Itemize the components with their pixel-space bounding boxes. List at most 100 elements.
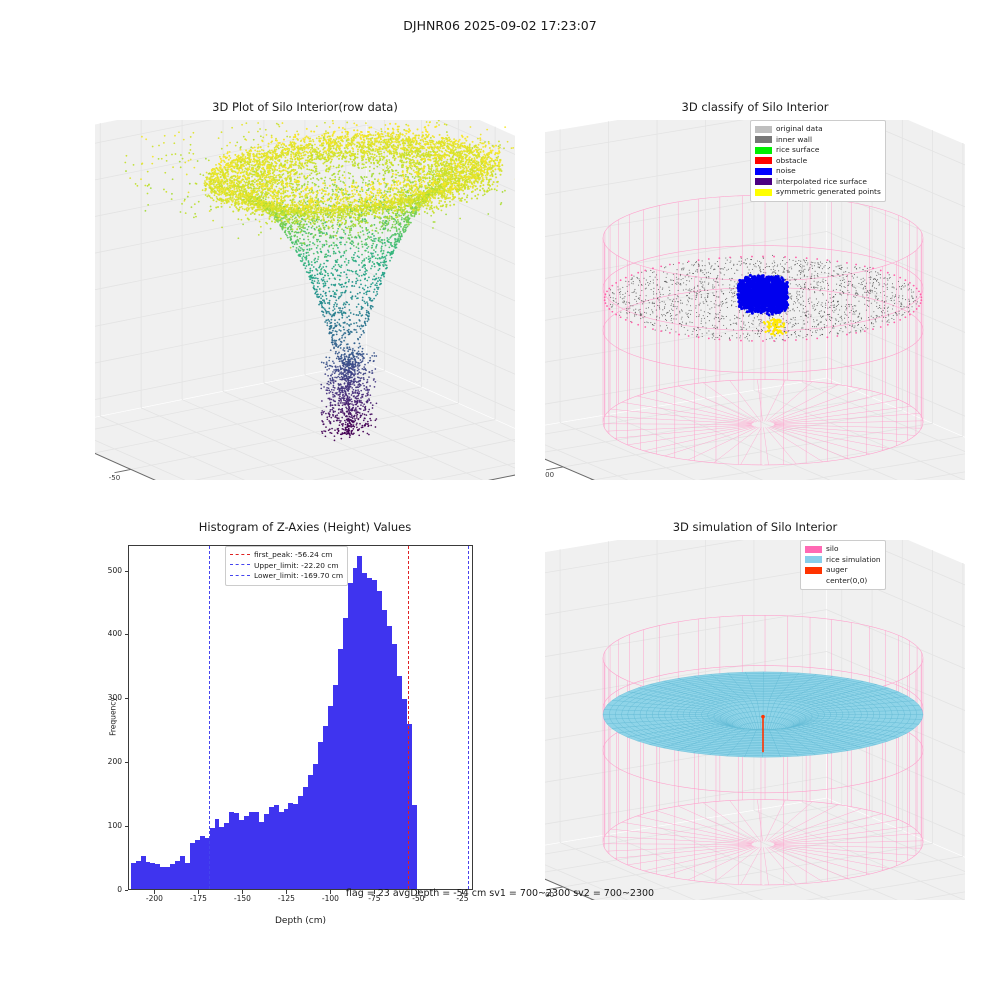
classify-legend-row: original data [755,124,881,135]
histogram-legend-row: Upper_limit: -22.20 cm [230,561,343,572]
cls-x-tick: -200 [545,470,555,479]
simulation-legend-label: center(0,0) [826,575,868,585]
histogram-y-tick: 100 [107,821,122,831]
panel-simulation-3d: 3D simulation of Silo Interior -600-400-… [545,520,965,900]
simulation-legend-label: auger [826,565,848,574]
histogram-bar [234,812,240,889]
classify-legend-row: obstacle [755,156,881,167]
histogram-bar [318,742,323,889]
histogram-vline-upper_limit [468,546,470,889]
histogram-y-tickmark [124,826,128,828]
histogram-bar [327,706,333,889]
histogram-bar [387,626,392,889]
histogram-y-tick: 500 [107,565,122,575]
histogram-bar [352,568,358,889]
histogram-x-tick: -100 [321,894,339,903]
histogram-bar [411,805,417,889]
histogram-bar [347,582,353,889]
panel-raw-3d: 3D Plot of Silo Interior(row data) -150-… [95,100,515,480]
histogram-bar [401,698,407,889]
panel-classify-3d: 3D classify of Silo Interior -600-400-20… [545,100,965,480]
histogram-bar [204,837,210,889]
histogram-legend-label: Lower_limit: -169.70 cm [254,571,344,580]
histogram-bar [263,813,269,889]
histogram-bar [332,684,338,889]
histogram-bar [357,556,363,889]
legend-color-swatch-icon [755,125,772,133]
simulation-legend-row: auger [805,565,881,576]
simulation-legend-row: rice simulation [805,555,881,566]
legend-color-swatch-icon [755,188,772,196]
histogram-bar [362,572,368,889]
simulation-legend-row: center(0,0) [805,576,881,587]
histogram-bar [313,763,319,889]
histogram-legend-label: Upper_limit: -22.20 cm [254,560,339,570]
plot-graphics [545,540,965,900]
histogram-x-tick: -125 [277,894,295,903]
histogram-bar [145,861,151,889]
histogram-x-tick: -50 [412,894,425,903]
histogram-bar [170,864,176,889]
histogram-bar [224,822,230,889]
histogram-y-tickmark [124,890,128,891]
classify-legend-row: rice surface [755,145,881,156]
histogram-bar [165,866,171,889]
histogram-x-tickmark [198,890,200,894]
histogram-x-tickmark [374,890,376,894]
histogram-y-tickmark [124,570,128,572]
histogram-x-tick: -175 [189,894,207,903]
histogram-x-tickmark [330,890,332,894]
legend-color-swatch-icon [805,566,822,574]
histogram-x-tickmark [462,890,464,894]
histogram-bar [298,796,304,889]
simulation-3d-axes[interactable]: -600-400-2000200400600-600-400-200020040… [545,540,965,900]
legend-dashed-line-icon [230,553,250,555]
histogram-bar [244,816,250,889]
histogram-bar [303,786,309,889]
histogram-y-tickmark [124,698,128,700]
histogram-bar [209,827,215,889]
histogram-x-axis-label: Depth (cm) [274,916,326,926]
histogram-legend: first_peak: -56.24 cm Upper_limit: -22.20… [225,546,349,586]
histogram-vline-lower_limit [208,546,210,889]
figure-suptitle: DJHNR06 2025-09-02 17:23:07 [403,18,597,33]
legend-dashed-line-icon [230,574,250,576]
histogram-bar [214,818,220,889]
classify-legend-label: symmetric generated points [776,187,881,196]
histogram-bar [258,821,264,889]
simulation-legend-label: rice simulation [826,554,881,564]
plot-graphics [95,120,515,480]
classify-legend-label: rice surface [776,145,820,154]
sim-x-tick: -200 [545,890,555,899]
legend-color-swatch-icon [805,556,822,564]
classify-3d-title: 3D classify of Silo Interior [681,100,829,114]
histogram-y-tickmark [124,634,128,636]
histogram-bar [189,843,195,889]
histogram-y-tickmark [124,762,128,764]
histogram-bar [367,577,373,889]
histogram-legend-row: Lower_limit: -169.70 cm [230,571,343,582]
histogram-x-tickmark [242,890,244,894]
raw-3d-axes[interactable]: -150-100-50050100-80-60-40-200204060-200… [95,120,515,480]
classify-legend-row: noise [755,166,881,177]
histogram-bar [130,862,136,889]
histogram-bar [194,840,200,889]
histogram-bar [268,807,274,889]
status-text: flag = 23 avgDepth = -54 cm sv1 = 700~23… [345,888,655,899]
histogram-bar [288,802,294,889]
histogram-bar [322,726,328,889]
histogram-bar [160,867,166,889]
legend-color-swatch-icon [755,167,772,175]
classify-legend-row: interpolated rice surface [755,177,881,188]
histogram-bar [337,648,343,889]
histogram-plot-area[interactable] [128,545,473,890]
histogram-x-tick: -200 [145,894,163,903]
histogram-bar [219,827,225,889]
histogram-vline-first_peak [408,546,410,889]
histogram-y-tick: 400 [107,629,122,639]
histogram-x-tickmark [154,890,156,894]
classify-legend-label: noise [776,166,796,175]
histogram-bar [283,808,289,889]
histogram-x-tickmark [286,890,288,894]
